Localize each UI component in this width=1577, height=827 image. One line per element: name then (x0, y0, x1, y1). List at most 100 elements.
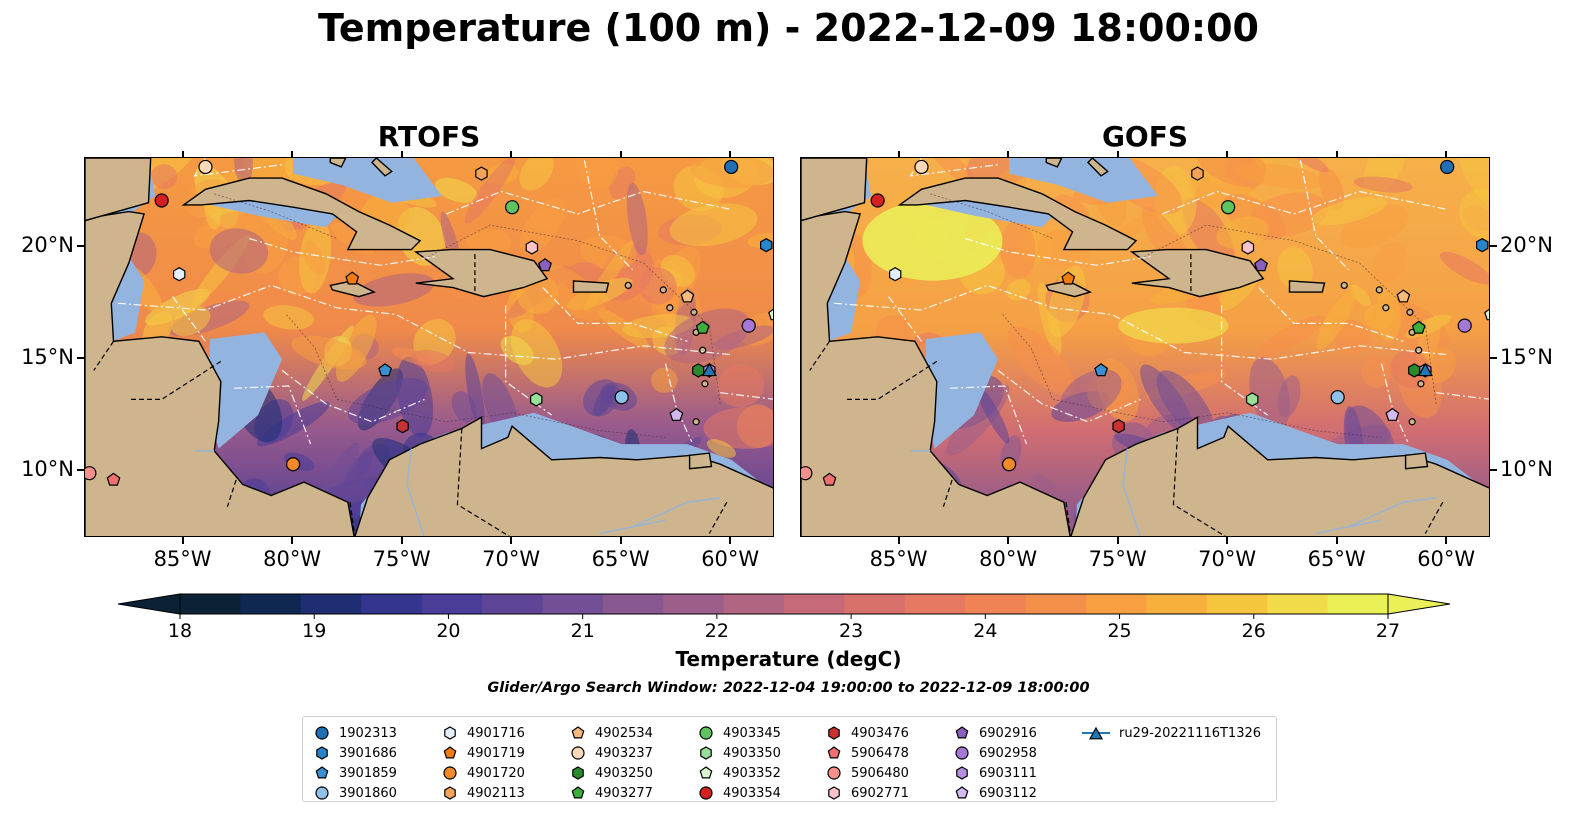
legend-label: 4903237 (595, 745, 653, 761)
colorbar-segment (361, 594, 423, 614)
float-marker[interactable] (1484, 308, 1490, 321)
colorbar-segment (180, 594, 241, 614)
float-marker[interactable] (1254, 258, 1268, 272)
float-marker[interactable] (1440, 159, 1455, 175)
float-marker[interactable] (1061, 271, 1076, 285)
legend-entry: 4903476 (825, 723, 909, 743)
float-marker[interactable] (680, 289, 695, 303)
lon-tick-mark (400, 151, 403, 157)
lon-tick-label: 70°W (1198, 547, 1257, 571)
float-marker[interactable] (538, 258, 552, 272)
lon-tick-label: 80°W (263, 547, 322, 571)
legend-marker-icon (444, 726, 456, 740)
float-marker[interactable] (701, 362, 717, 377)
float-marker[interactable] (345, 271, 360, 285)
legend-marker-icon (955, 746, 969, 760)
legend-marker-icon (955, 726, 969, 739)
lon-tick-mark (1445, 537, 1448, 544)
float-marker[interactable] (1094, 363, 1109, 377)
lon-tick-label: 75°W (1088, 547, 1147, 571)
float-marker[interactable] (692, 363, 705, 378)
float-marker[interactable] (669, 407, 684, 421)
float-marker[interactable] (1112, 419, 1125, 434)
float-marker[interactable] (530, 392, 543, 407)
legend-label: 6902916 (979, 725, 1037, 741)
float-marker[interactable] (1396, 289, 1411, 303)
lon-tick-mark (1335, 537, 1338, 544)
float-marker[interactable] (888, 267, 902, 282)
float-marker[interactable] (475, 166, 488, 181)
float-marker[interactable] (85, 466, 97, 481)
float-marker[interactable] (396, 419, 409, 434)
colorbar-segment (784, 594, 845, 614)
float-marker[interactable] (870, 193, 885, 208)
legend-marker-icon (956, 766, 968, 780)
legend-label: 4901716 (467, 725, 525, 741)
colorbar-tick-label: 18 (167, 620, 193, 642)
float-marker[interactable] (822, 472, 837, 486)
legend-label: 4901720 (467, 765, 525, 781)
float-marker[interactable] (154, 193, 169, 208)
float-marker[interactable] (1330, 390, 1345, 405)
float-marker[interactable] (614, 390, 629, 405)
float-marker[interactable] (1411, 320, 1426, 334)
lon-tick-mark (291, 151, 294, 157)
legend-entry: 4903352 (697, 763, 781, 783)
legend-label: 6902771 (851, 785, 909, 801)
legend-entry: 5906480 (825, 763, 909, 783)
rtofs-map[interactable] (84, 157, 774, 537)
lon-tick-label: 85°W (153, 547, 212, 571)
legend-entry: 1902313 (313, 723, 397, 743)
lon-tick-mark (291, 537, 294, 544)
lon-tick-label: 65°W (591, 547, 650, 571)
legend-label: 4902113 (467, 785, 525, 801)
legend-label: ru29-20221116T1326 (1119, 725, 1262, 741)
legend-entry: 4902534 (569, 723, 653, 743)
legend-label: 6903112 (979, 785, 1037, 801)
lat-tick-mark (1490, 357, 1497, 360)
float-marker[interactable] (172, 267, 186, 282)
float-marker[interactable] (801, 466, 813, 481)
float-marker[interactable] (198, 159, 213, 175)
colorbar-segment (1327, 594, 1389, 614)
float-marker[interactable] (1457, 318, 1472, 333)
lon-tick-mark (510, 151, 513, 157)
float-marker[interactable] (1241, 240, 1255, 255)
float-marker[interactable] (741, 318, 756, 333)
float-marker[interactable] (1417, 362, 1433, 377)
colorbar-segment (844, 594, 906, 614)
figure-title: Temperature (100 m) - 2022-12-09 18:00:0… (317, 6, 1259, 50)
float-marker[interactable] (724, 159, 739, 175)
float-marker[interactable] (1221, 200, 1236, 215)
float-marker[interactable] (914, 159, 929, 175)
float-marker[interactable] (525, 240, 539, 255)
float-marker[interactable] (1001, 457, 1017, 472)
float-marker[interactable] (378, 363, 393, 377)
lat-tick-label: 10°N (1500, 456, 1553, 481)
float-marker[interactable] (759, 238, 773, 253)
float-marker[interactable] (695, 320, 710, 334)
lon-tick-mark (729, 151, 732, 157)
legend-label: 4903350 (723, 745, 781, 761)
lon-tick-mark (181, 151, 184, 157)
float-marker[interactable] (1385, 407, 1400, 421)
lon-tick-mark (1116, 537, 1119, 544)
legend-entry: 4903237 (569, 743, 653, 763)
float-marker[interactable] (1408, 363, 1421, 378)
colorbar-segment (482, 594, 543, 614)
float-marker[interactable] (106, 472, 121, 486)
float-marker[interactable] (768, 308, 774, 321)
legend-entry: ru29-20221116T1326 (1081, 723, 1261, 743)
float-marker[interactable] (1475, 238, 1489, 253)
legend-label: 5906478 (851, 745, 909, 761)
lon-tick-label: 75°W (372, 547, 431, 571)
float-marker[interactable] (505, 200, 520, 215)
float-marker[interactable] (1191, 166, 1204, 181)
lon-tick-mark (1007, 537, 1010, 544)
gofs-map[interactable] (800, 157, 1490, 537)
float-marker[interactable] (285, 457, 301, 472)
float-marker[interactable] (1246, 392, 1259, 407)
legend-entry: 4903250 (569, 763, 653, 783)
lon-tick-mark (619, 537, 622, 544)
legend-entry: 3901860 (313, 783, 397, 803)
